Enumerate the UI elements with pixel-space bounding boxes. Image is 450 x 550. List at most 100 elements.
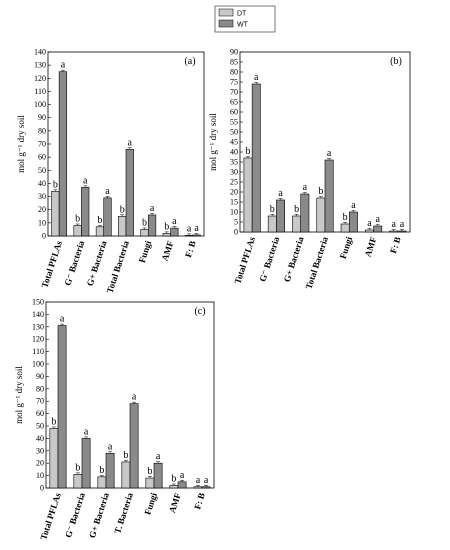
significance-letter: a: [194, 223, 199, 234]
significance-letter: a: [108, 441, 113, 452]
panel-label: (c): [194, 306, 205, 317]
y-tick-label: 80: [36, 384, 44, 393]
significance-letter: b: [75, 462, 80, 473]
y-tick-label: 60: [36, 409, 44, 418]
y-tick-label: 70: [38, 140, 46, 149]
significance-letter: a: [392, 219, 397, 230]
bar-dt: [184, 235, 194, 237]
y-tick-label: 130: [32, 322, 44, 331]
x-category-label: G+ Bacteria: [85, 239, 109, 287]
significance-letter: b: [97, 215, 102, 226]
bar-wt: [57, 325, 67, 489]
x-category-label: G+ Bacteria: [87, 491, 111, 539]
y-tick-label: 65: [230, 98, 238, 107]
bar-wt: [105, 452, 115, 489]
legend-label-dt: DT: [237, 11, 247, 18]
x-category-label: Fungi: [338, 235, 355, 260]
bar-wt: [348, 211, 358, 233]
y-tick-label: 90: [38, 113, 46, 122]
significance-letter: a: [375, 214, 380, 225]
y-tick-label: 150: [32, 298, 44, 307]
significance-letter: b: [123, 450, 128, 461]
significance-letter: a: [105, 186, 110, 197]
significance-letter: b: [142, 217, 147, 228]
significance-letter: a: [187, 223, 192, 234]
bar-dt: [389, 230, 399, 233]
y-tick-label: 50: [38, 166, 46, 175]
y-tick-label: 50: [230, 128, 238, 137]
bar-wt: [300, 193, 310, 233]
x-category-label: AMF: [160, 239, 176, 262]
y-tick-label: 80: [38, 126, 46, 135]
y-tick-label: 75: [230, 78, 238, 87]
y-tick-label: 20: [36, 459, 44, 468]
y-tick-label: 120: [34, 74, 46, 83]
significance-letter: b: [99, 465, 104, 476]
legend-swatch-wt: [218, 19, 234, 28]
bar-wt: [397, 230, 407, 233]
bar-wt: [192, 234, 201, 237]
x-category-label: AMF: [363, 235, 379, 258]
significance-letter: b: [51, 416, 56, 427]
bar-wt: [81, 438, 91, 489]
y-tick-label: 0: [42, 232, 46, 241]
significance-letter: a: [303, 182, 308, 193]
y-tick-label: 85: [230, 58, 238, 67]
bar-dt: [162, 233, 171, 237]
y-tick-label: 70: [36, 397, 44, 406]
y-tick-label: 60: [230, 108, 238, 117]
x-category-label: Total PFLAs: [232, 235, 257, 285]
panel-a: 0 10 20 30 40 50 60 70 80 90 100 110 120 130 140 mol g⁻…: [16, 48, 205, 294]
x-category-label: Total Bacteria: [304, 235, 330, 290]
bar-dt: [51, 191, 60, 237]
bar-dt: [145, 477, 155, 489]
bar-wt: [81, 187, 90, 237]
bar-wt: [147, 214, 157, 237]
y-tick-label: 30: [36, 446, 44, 455]
significance-letter: b: [164, 221, 169, 232]
y-tick-label: 120: [32, 335, 44, 344]
y-tick-label: 100: [34, 100, 46, 109]
bar-wt: [103, 197, 112, 237]
y-tick-label: 10: [230, 208, 238, 217]
bar-dt: [121, 461, 131, 489]
bar-dt: [95, 226, 105, 237]
x-category-label: G⁻ Bacteria: [257, 235, 281, 283]
bar-dt: [73, 474, 83, 489]
bar-wt: [373, 225, 383, 233]
significance-letter: a: [254, 72, 259, 83]
significance-letter: b: [270, 204, 275, 215]
significance-letter: a: [61, 60, 66, 71]
significance-letter: b: [120, 204, 125, 215]
significance-letter: a: [180, 470, 185, 481]
bar-dt: [292, 215, 302, 233]
significance-letter: b: [147, 466, 152, 477]
x-category-label: Fungi: [142, 491, 159, 516]
bar-wt: [324, 159, 334, 233]
bar-dt: [340, 223, 350, 233]
y-tick-label: 60: [38, 153, 46, 162]
panel-c: 0 10 20 30 40 50 60 70 80 90 100 110 120 130 140 150 mol…: [14, 298, 215, 541]
bar-dt: [140, 229, 149, 237]
legend-swatch-dt: [218, 8, 234, 17]
bar-dt: [73, 225, 82, 237]
bar-dt: [97, 476, 107, 489]
bar-wt: [276, 199, 285, 233]
y-tick-label: 80: [230, 68, 238, 77]
y-tick-label: 35: [230, 158, 238, 167]
significance-letter: b: [246, 146, 251, 157]
bar-dt: [118, 215, 127, 237]
y-tick-label: 40: [36, 434, 44, 443]
significance-letter: b: [343, 212, 348, 223]
significance-letter: a: [351, 200, 356, 211]
y-tick-label: 5: [234, 218, 238, 227]
y-tick-label: 30: [38, 192, 46, 201]
bar-wt: [125, 148, 134, 237]
y-tick-label: 130: [34, 61, 46, 70]
significance-letter: a: [128, 137, 133, 148]
legend-label-wt: WT: [237, 22, 249, 29]
significance-letter: a: [150, 203, 155, 214]
y-tick-label: 20: [38, 205, 46, 214]
significance-letter: a: [156, 451, 161, 462]
